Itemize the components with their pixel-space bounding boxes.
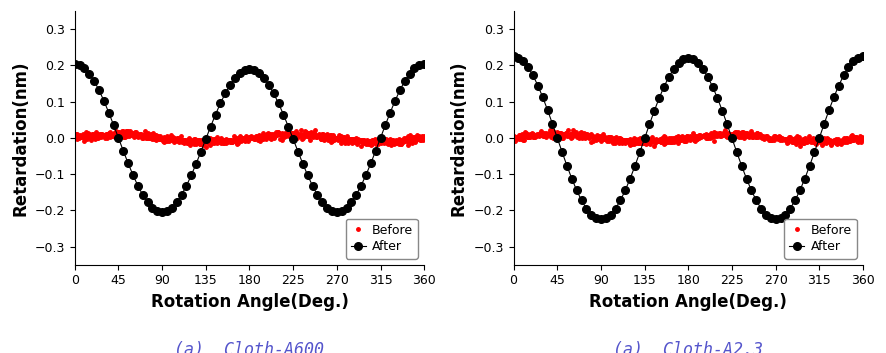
Before: [728, 131, 739, 136]
After: [69, 61, 80, 66]
Line: Before: Before: [73, 128, 426, 148]
After: [630, 164, 641, 168]
Legend: Before, After: Before, After: [346, 219, 418, 258]
Before: [795, 144, 805, 148]
After: [147, 205, 158, 210]
Before: [739, 131, 750, 135]
Before: [290, 132, 300, 136]
After: [366, 161, 377, 166]
Before: [166, 133, 176, 137]
After: [595, 217, 606, 222]
After: [814, 136, 825, 140]
Before: [419, 137, 430, 141]
After: [858, 54, 868, 59]
Before: [147, 136, 158, 140]
Before: [112, 132, 122, 137]
Before: [201, 144, 212, 149]
Line: After: After: [71, 60, 428, 216]
After: [190, 162, 201, 166]
X-axis label: Rotation Angle(Deg.): Rotation Angle(Deg.): [589, 293, 788, 311]
Before: [69, 133, 80, 137]
Before: [76, 135, 87, 139]
Before: [605, 138, 616, 142]
Before: [858, 136, 868, 140]
After: [249, 68, 260, 72]
Text: (a)  Cloth-A2.3: (a) Cloth-A2.3: [613, 341, 764, 353]
Before: [300, 131, 311, 135]
After: [157, 210, 167, 214]
After: [419, 61, 430, 66]
After: [688, 57, 698, 61]
Legend: Before, After: Before, After: [784, 219, 857, 258]
X-axis label: Rotation Angle(Deg.): Rotation Angle(Deg.): [151, 293, 348, 311]
After: [804, 164, 815, 168]
Y-axis label: Retardation(nm): Retardation(nm): [12, 60, 29, 216]
Before: [545, 128, 556, 132]
Text: (a)  Cloth-A600: (a) Cloth-A600: [175, 341, 324, 353]
Line: After: After: [509, 53, 867, 223]
Y-axis label: Retardation(nm): Retardation(nm): [450, 60, 468, 216]
After: [375, 136, 385, 140]
After: [586, 213, 596, 217]
Before: [515, 133, 525, 137]
Line: Before: Before: [512, 128, 865, 148]
Before: [295, 128, 306, 132]
Before: [551, 132, 562, 136]
Before: [587, 135, 597, 139]
Before: [509, 133, 519, 138]
After: [390, 99, 400, 103]
After: [509, 54, 519, 59]
After: [828, 95, 839, 99]
